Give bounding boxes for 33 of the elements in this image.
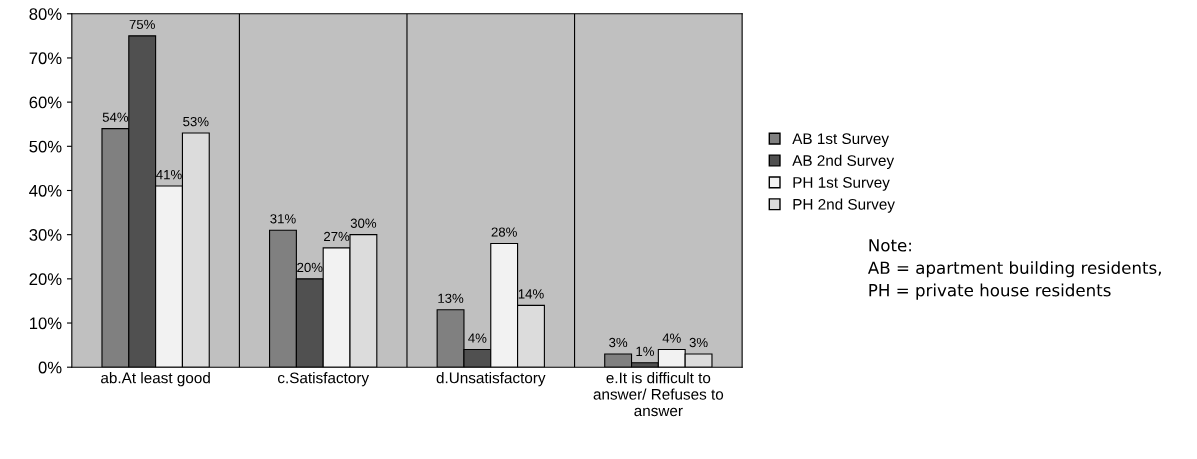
text: Note: AB = apartment building residents, PH = private house residents xyxy=(867,239,1161,300)
x-tick-label: ab.At least good xyxy=(101,372,210,387)
legend-label: AB 1st Survey xyxy=(792,133,889,148)
data-label: 41% xyxy=(156,170,182,180)
x-tick-label: e.It is difficult to answer/ Refuses to answer xyxy=(593,372,724,417)
y-tick-label: 0% xyxy=(38,361,62,374)
data-label: 3% xyxy=(609,337,628,348)
y-tick-label: 80% xyxy=(29,8,62,20)
data-label: 28% xyxy=(491,227,517,237)
data-label: 30% xyxy=(350,218,377,228)
legend-label: PH 2nd Survey xyxy=(793,198,895,213)
legend-label: PH 1st Survey xyxy=(793,177,890,191)
x-tick-label: d.Unsatisfactory xyxy=(436,372,546,387)
data-label: 4% xyxy=(468,333,487,343)
y-tick-label: 10% xyxy=(30,317,62,330)
data-label: 3% xyxy=(689,337,708,348)
y-tick-label: 50% xyxy=(29,140,62,153)
data-label: 53% xyxy=(183,116,209,127)
data-label: 1% xyxy=(636,346,655,356)
y-tick-label: 60% xyxy=(29,96,62,109)
data-label: 75% xyxy=(129,19,155,30)
x-tick-label: c.Satisfactory xyxy=(277,372,370,387)
legend-label: AB 2nd Survey xyxy=(792,154,895,169)
y-tick-label: 30% xyxy=(29,229,62,241)
y-tick-label: 20% xyxy=(29,273,62,286)
y-tick-label: 40% xyxy=(29,184,62,197)
data-label: 4% xyxy=(662,333,681,343)
data-label: 31% xyxy=(270,214,296,224)
y-tick-label: 70% xyxy=(29,52,62,65)
data-label: 54% xyxy=(102,112,129,122)
data-label: 13% xyxy=(438,293,464,303)
data-label: 14% xyxy=(518,289,544,299)
data-label: 20% xyxy=(297,262,323,273)
